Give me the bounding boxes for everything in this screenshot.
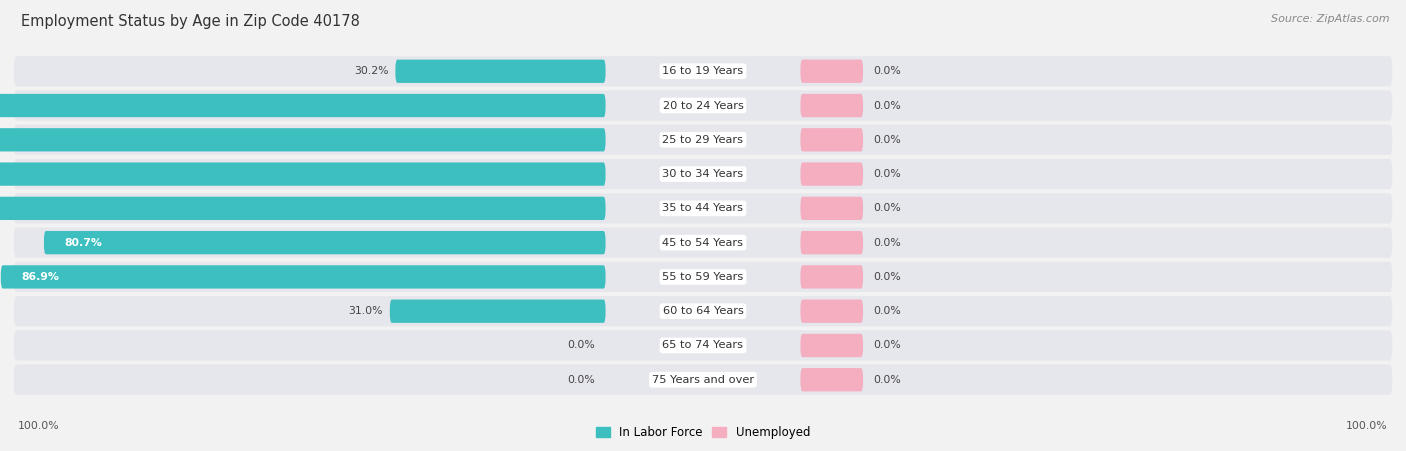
FancyBboxPatch shape bbox=[800, 265, 863, 289]
FancyBboxPatch shape bbox=[14, 125, 1392, 155]
FancyBboxPatch shape bbox=[14, 91, 1392, 120]
Text: 0.0%: 0.0% bbox=[873, 272, 901, 282]
FancyBboxPatch shape bbox=[14, 262, 1392, 292]
Text: 0.0%: 0.0% bbox=[873, 203, 901, 213]
Text: 0.0%: 0.0% bbox=[873, 375, 901, 385]
Text: 100.0%: 100.0% bbox=[18, 421, 60, 431]
FancyBboxPatch shape bbox=[1, 265, 606, 289]
Text: 55 to 59 Years: 55 to 59 Years bbox=[662, 272, 744, 282]
FancyBboxPatch shape bbox=[800, 368, 863, 391]
FancyBboxPatch shape bbox=[14, 228, 1392, 258]
FancyBboxPatch shape bbox=[800, 128, 863, 152]
Text: 30 to 34 Years: 30 to 34 Years bbox=[662, 169, 744, 179]
FancyBboxPatch shape bbox=[0, 128, 606, 152]
Text: Employment Status by Age in Zip Code 40178: Employment Status by Age in Zip Code 401… bbox=[21, 14, 360, 28]
Text: 0.0%: 0.0% bbox=[873, 135, 901, 145]
Text: 20 to 24 Years: 20 to 24 Years bbox=[662, 101, 744, 110]
Text: 30.2%: 30.2% bbox=[354, 66, 388, 76]
FancyBboxPatch shape bbox=[800, 231, 863, 254]
Text: 0.0%: 0.0% bbox=[873, 101, 901, 110]
FancyBboxPatch shape bbox=[0, 94, 606, 117]
Text: 65 to 74 Years: 65 to 74 Years bbox=[662, 341, 744, 350]
FancyBboxPatch shape bbox=[14, 331, 1392, 360]
Text: 25 to 29 Years: 25 to 29 Years bbox=[662, 135, 744, 145]
Text: 100.0%: 100.0% bbox=[1346, 421, 1388, 431]
FancyBboxPatch shape bbox=[800, 334, 863, 357]
FancyBboxPatch shape bbox=[800, 94, 863, 117]
FancyBboxPatch shape bbox=[14, 159, 1392, 189]
Text: 80.7%: 80.7% bbox=[65, 238, 103, 248]
FancyBboxPatch shape bbox=[395, 60, 606, 83]
FancyBboxPatch shape bbox=[0, 162, 606, 186]
Text: 0.0%: 0.0% bbox=[568, 375, 595, 385]
FancyBboxPatch shape bbox=[0, 197, 606, 220]
Text: 86.9%: 86.9% bbox=[21, 272, 59, 282]
FancyBboxPatch shape bbox=[14, 193, 1392, 223]
Text: 0.0%: 0.0% bbox=[873, 306, 901, 316]
FancyBboxPatch shape bbox=[14, 56, 1392, 86]
Legend: In Labor Force, Unemployed: In Labor Force, Unemployed bbox=[596, 426, 810, 439]
Text: 0.0%: 0.0% bbox=[568, 341, 595, 350]
Text: 75 Years and over: 75 Years and over bbox=[652, 375, 754, 385]
FancyBboxPatch shape bbox=[14, 365, 1392, 395]
Text: 0.0%: 0.0% bbox=[873, 341, 901, 350]
FancyBboxPatch shape bbox=[389, 299, 606, 323]
Text: 0.0%: 0.0% bbox=[873, 169, 901, 179]
Text: 16 to 19 Years: 16 to 19 Years bbox=[662, 66, 744, 76]
Text: 0.0%: 0.0% bbox=[873, 238, 901, 248]
FancyBboxPatch shape bbox=[800, 299, 863, 323]
Text: Source: ZipAtlas.com: Source: ZipAtlas.com bbox=[1271, 14, 1389, 23]
Text: 0.0%: 0.0% bbox=[873, 66, 901, 76]
Text: 35 to 44 Years: 35 to 44 Years bbox=[662, 203, 744, 213]
Text: 45 to 54 Years: 45 to 54 Years bbox=[662, 238, 744, 248]
FancyBboxPatch shape bbox=[14, 296, 1392, 326]
FancyBboxPatch shape bbox=[44, 231, 606, 254]
FancyBboxPatch shape bbox=[800, 162, 863, 186]
Text: 60 to 64 Years: 60 to 64 Years bbox=[662, 306, 744, 316]
FancyBboxPatch shape bbox=[800, 60, 863, 83]
FancyBboxPatch shape bbox=[800, 197, 863, 220]
Text: 31.0%: 31.0% bbox=[349, 306, 382, 316]
